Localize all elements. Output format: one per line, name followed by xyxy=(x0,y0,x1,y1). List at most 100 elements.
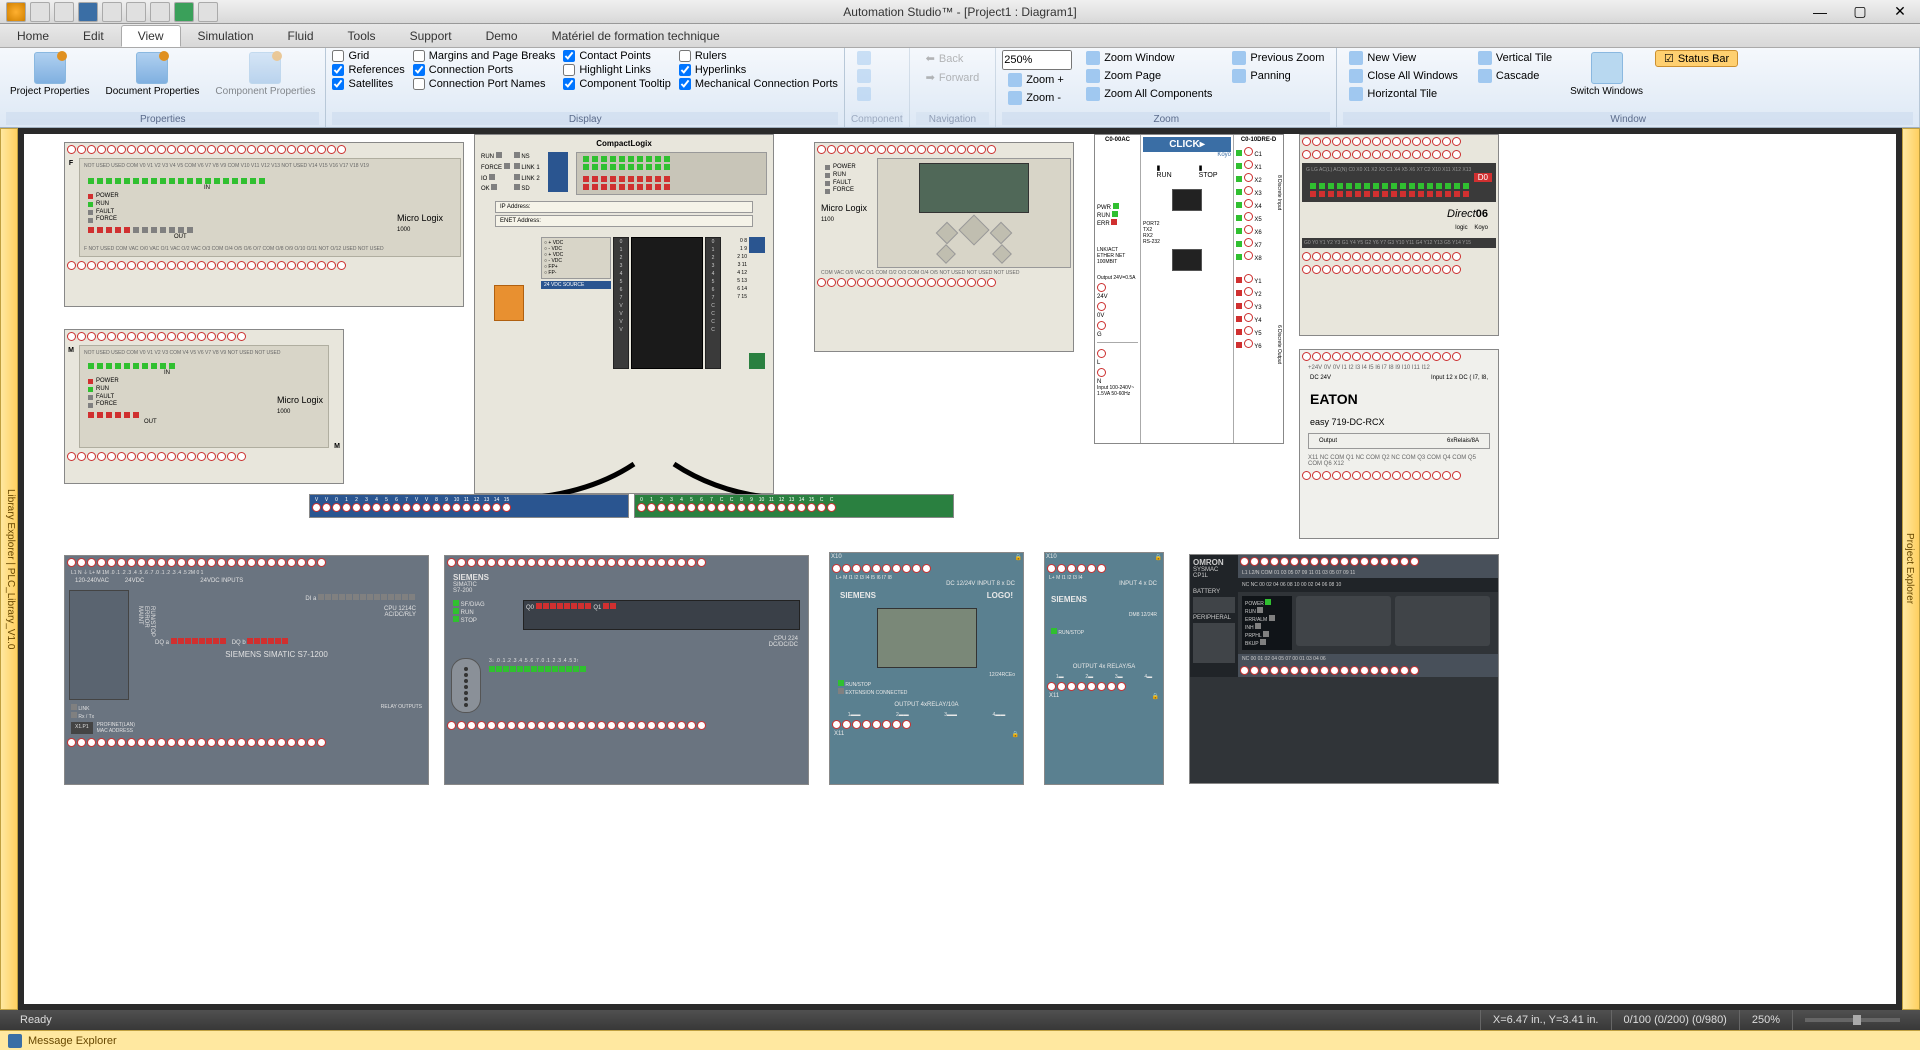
status-bar-toggle[interactable]: ☑Status Bar xyxy=(1655,50,1738,67)
project-explorer-panel[interactable]: Project Explorer xyxy=(1902,128,1920,1010)
horizontal-tile-button[interactable]: Horizontal Tile xyxy=(1343,86,1463,102)
close-button[interactable]: ✕ xyxy=(1880,1,1920,23)
zoom-page-button[interactable]: Zoom Page xyxy=(1080,68,1218,84)
tab-training[interactable]: Matériel de formation technique xyxy=(535,25,737,47)
panning-icon xyxy=(1232,69,1246,83)
plc-s7-1200[interactable]: L1 N ⏚ L+ M 1M .0 .1 .2 .3 .4 .5 .6 .7 .… xyxy=(64,555,429,785)
ribbon-group-component: Component xyxy=(845,48,910,127)
arrow-right-icon: ➡ xyxy=(926,71,935,84)
cascade-button[interactable]: Cascade xyxy=(1472,68,1558,84)
gear-icon xyxy=(136,52,168,84)
qat-redo-icon[interactable] xyxy=(150,2,170,22)
arrow-left-icon: ⬅ xyxy=(926,52,935,65)
check-satellites[interactable]: Satellites xyxy=(332,78,404,90)
ribbon-group-properties: Project Properties Document Properties C… xyxy=(0,48,326,127)
statusbar: Ready X=6.47 in., Y=3.41 in. 0/100 (0/20… xyxy=(0,1010,1920,1030)
qat-play-icon[interactable] xyxy=(174,2,194,22)
check-grid[interactable]: Grid xyxy=(332,50,404,62)
app-icon[interactable] xyxy=(6,2,26,22)
qat-open-icon[interactable] xyxy=(54,2,74,22)
message-icon xyxy=(8,1034,22,1048)
check-hyperlinks[interactable]: Hyperlinks xyxy=(679,64,838,76)
zoom-out-button[interactable]: Zoom - xyxy=(1002,90,1072,106)
tab-support[interactable]: Support xyxy=(393,25,469,47)
previous-zoom-button[interactable]: Previous Zoom xyxy=(1226,50,1330,66)
qat-undo-icon[interactable] xyxy=(126,2,146,22)
qat-dropdown-icon[interactable] xyxy=(198,2,218,22)
check-references[interactable]: References xyxy=(332,64,404,76)
plc-eaton[interactable]: +24V 0V 0V I1 I2 I3 I4 I5 I6 I7 I8 I9 I1… xyxy=(1299,349,1499,539)
close-all-button[interactable]: Close All Windows xyxy=(1343,68,1463,84)
zoom-select[interactable] xyxy=(1002,50,1072,70)
tab-fluid[interactable]: Fluid xyxy=(271,25,331,47)
maximize-button[interactable]: ▢ xyxy=(1840,1,1880,23)
forward-button: ➡Forward xyxy=(916,69,990,86)
terminal-strip-blue[interactable]: VV01234567VV89101112131415 xyxy=(309,494,629,518)
ribbon-group-zoom: Zoom + Zoom - Zoom Window Zoom Page Zoom… xyxy=(996,48,1337,127)
zoom-out-icon xyxy=(1008,91,1022,105)
plc-micrologix-1100[interactable]: POWER RUN FAULT FORCE Micro Logix1100 xyxy=(814,142,1074,352)
check-component-tooltip[interactable]: Component Tooltip xyxy=(563,78,671,90)
back-button: ⬅Back xyxy=(916,50,990,67)
plc-s7-200[interactable]: SIEMENS SIMATICS7-200 SF/DIAG RUN STOP Q… xyxy=(444,555,809,785)
zoom-all-button[interactable]: Zoom All Components xyxy=(1080,86,1218,102)
gear-icon xyxy=(249,52,281,84)
plc-micrologix-1000-small[interactable]: M NOT USED USED COM V0 V1 V2 V3 COM V4 V… xyxy=(64,329,344,484)
diagram-canvas[interactable]: F NOT USED USED COM V0 V1 V2 V3 V4 V5 CO… xyxy=(24,134,1896,1004)
plc-micrologix-1000-large[interactable]: F NOT USED USED COM V0 V1 V2 V3 V4 V5 CO… xyxy=(64,142,464,307)
tab-home[interactable]: Home xyxy=(0,25,66,47)
minimize-button[interactable]: — xyxy=(1800,1,1840,23)
component-btn-3 xyxy=(851,86,877,102)
zoom-window-button[interactable]: Zoom Window xyxy=(1080,50,1218,66)
switch-windows-button[interactable]: Switch Windows xyxy=(1566,50,1647,99)
tab-edit[interactable]: Edit xyxy=(66,25,121,47)
plc-compactlogix[interactable]: CompactLogix RUN FORCE IO OK NS LINK 1 L… xyxy=(474,134,774,494)
vertical-tile-button[interactable]: Vertical Tile xyxy=(1472,50,1558,66)
terminal-strip-green[interactable]: 01234567CC89101112131415CC xyxy=(634,494,954,518)
plc-click[interactable]: C0-00AC PWR RUN ERR LNK/ACT ETHER NET 10… xyxy=(1094,134,1284,444)
check-margins[interactable]: Margins and Page Breaks xyxy=(413,50,556,62)
zoom-page-icon xyxy=(1086,69,1100,83)
workspace: Library Explorer | PLC_Library_V1.0 F NO… xyxy=(0,128,1920,1010)
ribbon-group-window: New View Close All Windows Horizontal Ti… xyxy=(1337,48,1920,127)
panning-button[interactable]: Panning xyxy=(1226,68,1330,84)
check-conn-ports[interactable]: Connection Ports xyxy=(413,64,556,76)
component-btn-2 xyxy=(851,68,877,84)
check-contact-points[interactable]: Contact Points xyxy=(563,50,671,62)
qat-print-icon[interactable] xyxy=(102,2,122,22)
plc-omron[interactable]: OMRON SYSMAC CP1L BATTERY PERIPHERAL L1 … xyxy=(1189,554,1499,784)
message-explorer-bar[interactable]: Message Explorer xyxy=(0,1030,1920,1050)
status-ready: Ready xyxy=(8,1010,64,1030)
window-controls: — ▢ ✕ xyxy=(1800,1,1920,23)
cascade-icon xyxy=(1478,69,1492,83)
tab-demo[interactable]: Demo xyxy=(469,25,535,47)
app-title: Automation Studio™ - [Project1 : Diagram… xyxy=(843,5,1076,19)
check-highlight-links[interactable]: Highlight Links xyxy=(563,64,671,76)
qat xyxy=(0,2,218,22)
new-view-button[interactable]: New View xyxy=(1343,50,1463,66)
library-explorer-panel[interactable]: Library Explorer | PLC_Library_V1.0 xyxy=(0,128,18,1010)
check-rulers[interactable]: Rulers xyxy=(679,50,838,62)
plc-directlogic[interactable]: G LG AC(L) AC(N) C0 X0 X1 X2 X3 C1 X4 X5… xyxy=(1299,134,1499,336)
zoom-all-icon xyxy=(1086,87,1100,101)
document-properties-button[interactable]: Document Properties xyxy=(101,50,203,99)
horizontal-tile-icon xyxy=(1349,87,1363,101)
status-slider[interactable] xyxy=(1792,1010,1912,1030)
zoom-in-button[interactable]: Zoom + xyxy=(1002,72,1072,88)
tab-tools[interactable]: Tools xyxy=(331,25,393,47)
close-all-icon xyxy=(1349,69,1363,83)
qat-new-icon[interactable] xyxy=(30,2,50,22)
project-properties-button[interactable]: Project Properties xyxy=(6,50,93,99)
ribbon: Project Properties Document Properties C… xyxy=(0,48,1920,128)
status-coords: X=6.47 in., Y=3.41 in. xyxy=(1480,1010,1611,1030)
plc-logo-2[interactable]: X10🔒 L+ M I1 I2 I3 I4 INPUT 4 x DC SIEME… xyxy=(1044,552,1164,785)
qat-save-icon[interactable] xyxy=(78,2,98,22)
check-mech-ports[interactable]: Mechanical Connection Ports xyxy=(679,78,838,90)
tab-simulation[interactable]: Simulation xyxy=(181,25,271,47)
previous-zoom-icon xyxy=(1232,51,1246,65)
plc-logo-1[interactable]: X10🔒 L+ M I1 I2 I3 I4 I5 I6 I7 I8 DC 12/… xyxy=(829,552,1024,785)
switch-windows-icon xyxy=(1591,52,1623,84)
check-conn-port-names[interactable]: Connection Port Names xyxy=(413,78,556,90)
zoom-window-icon xyxy=(1086,51,1100,65)
tab-view[interactable]: View xyxy=(121,25,181,47)
